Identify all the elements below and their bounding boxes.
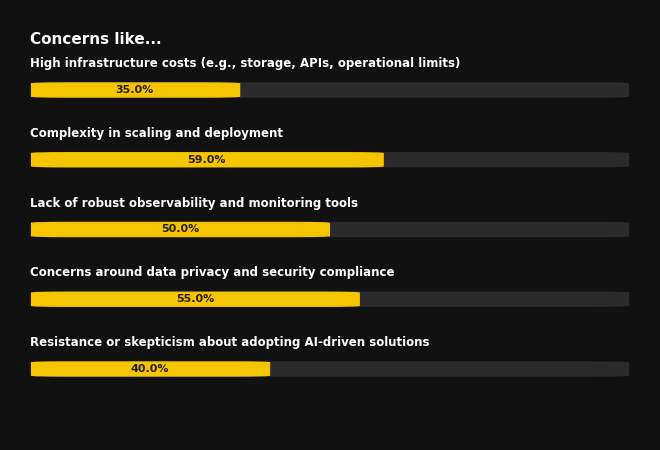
Text: 35.0%: 35.0% bbox=[115, 85, 154, 95]
Text: 50.0%: 50.0% bbox=[161, 225, 199, 234]
Text: High infrastructure costs (e.g., storage, APIs, operational limits): High infrastructure costs (e.g., storage… bbox=[30, 57, 460, 70]
Text: Concerns around data privacy and security compliance: Concerns around data privacy and securit… bbox=[30, 266, 394, 279]
FancyBboxPatch shape bbox=[31, 222, 330, 237]
FancyBboxPatch shape bbox=[31, 152, 384, 167]
FancyBboxPatch shape bbox=[31, 292, 360, 307]
FancyBboxPatch shape bbox=[31, 361, 629, 377]
FancyBboxPatch shape bbox=[31, 152, 629, 167]
Text: Resistance or skepticism about adopting AI-driven solutions: Resistance or skepticism about adopting … bbox=[30, 336, 429, 349]
Text: 59.0%: 59.0% bbox=[187, 155, 226, 165]
FancyBboxPatch shape bbox=[31, 292, 629, 307]
FancyBboxPatch shape bbox=[31, 222, 629, 237]
Text: Lack of robust observability and monitoring tools: Lack of robust observability and monitor… bbox=[30, 197, 358, 210]
Text: Complexity in scaling and deployment: Complexity in scaling and deployment bbox=[30, 127, 282, 140]
FancyBboxPatch shape bbox=[31, 361, 270, 377]
FancyBboxPatch shape bbox=[31, 82, 240, 98]
FancyBboxPatch shape bbox=[31, 82, 629, 98]
Text: Concerns like...: Concerns like... bbox=[30, 32, 161, 46]
Text: 40.0%: 40.0% bbox=[131, 364, 169, 374]
Text: 55.0%: 55.0% bbox=[176, 294, 214, 304]
